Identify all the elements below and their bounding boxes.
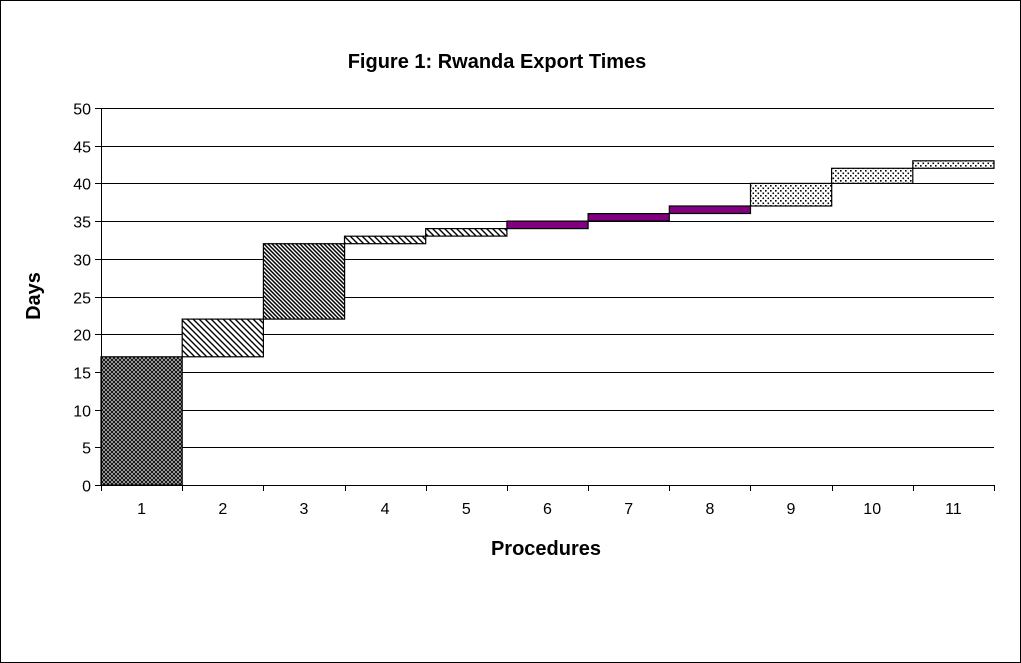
y-axis-title: Days [23, 272, 45, 320]
bar [506, 220, 589, 230]
x-tick-label: 1 [137, 501, 146, 518]
bars [100, 160, 995, 486]
y-tick-label: 45 [73, 140, 91, 157]
y-tick-labels: 0 5 10 15 20 25 30 35 40 45 50 [73, 102, 91, 496]
y-tick-label: 40 [73, 177, 91, 194]
x-tick-label: 7 [624, 501, 633, 518]
bar [262, 243, 346, 320]
y-tick-label: 20 [73, 328, 91, 345]
bar [181, 318, 264, 358]
x-tick-label: 9 [787, 501, 796, 518]
x-tick-label: 8 [705, 501, 714, 518]
bar [830, 167, 914, 185]
y-tick-label: 25 [73, 291, 91, 308]
x-tick-label: 10 [863, 501, 881, 518]
y-tick-label: 0 [82, 479, 91, 496]
bar [912, 160, 995, 169]
bar [587, 213, 670, 222]
x-tick-label: 11 [945, 501, 962, 518]
y-tick-label: 10 [73, 404, 91, 421]
x-tick-label: 2 [218, 501, 227, 518]
x-tick-label: 3 [300, 501, 309, 518]
y-tick-label: 5 [82, 441, 91, 458]
x-tick-label: 4 [381, 501, 390, 518]
axes [95, 108, 995, 491]
x-tick-label: 5 [462, 501, 471, 518]
y-tick-label: 35 [73, 215, 91, 232]
bar [343, 235, 427, 245]
x-axis-title: Procedures [491, 538, 601, 560]
chart-title: Figure 1: Rwanda Export Times [348, 51, 647, 73]
x-tick-label: 6 [543, 501, 552, 518]
y-tick-label: 30 [73, 253, 91, 270]
x-tick-labels: 1 2 3 4 5 6 7 8 9 10 11 [137, 501, 962, 518]
y-tick-label: 50 [73, 102, 91, 119]
y-tick-label: 15 [73, 366, 91, 383]
bar [100, 356, 183, 486]
gridlines [101, 108, 994, 448]
bar [425, 228, 508, 237]
bar [668, 205, 752, 215]
bar [749, 182, 833, 207]
